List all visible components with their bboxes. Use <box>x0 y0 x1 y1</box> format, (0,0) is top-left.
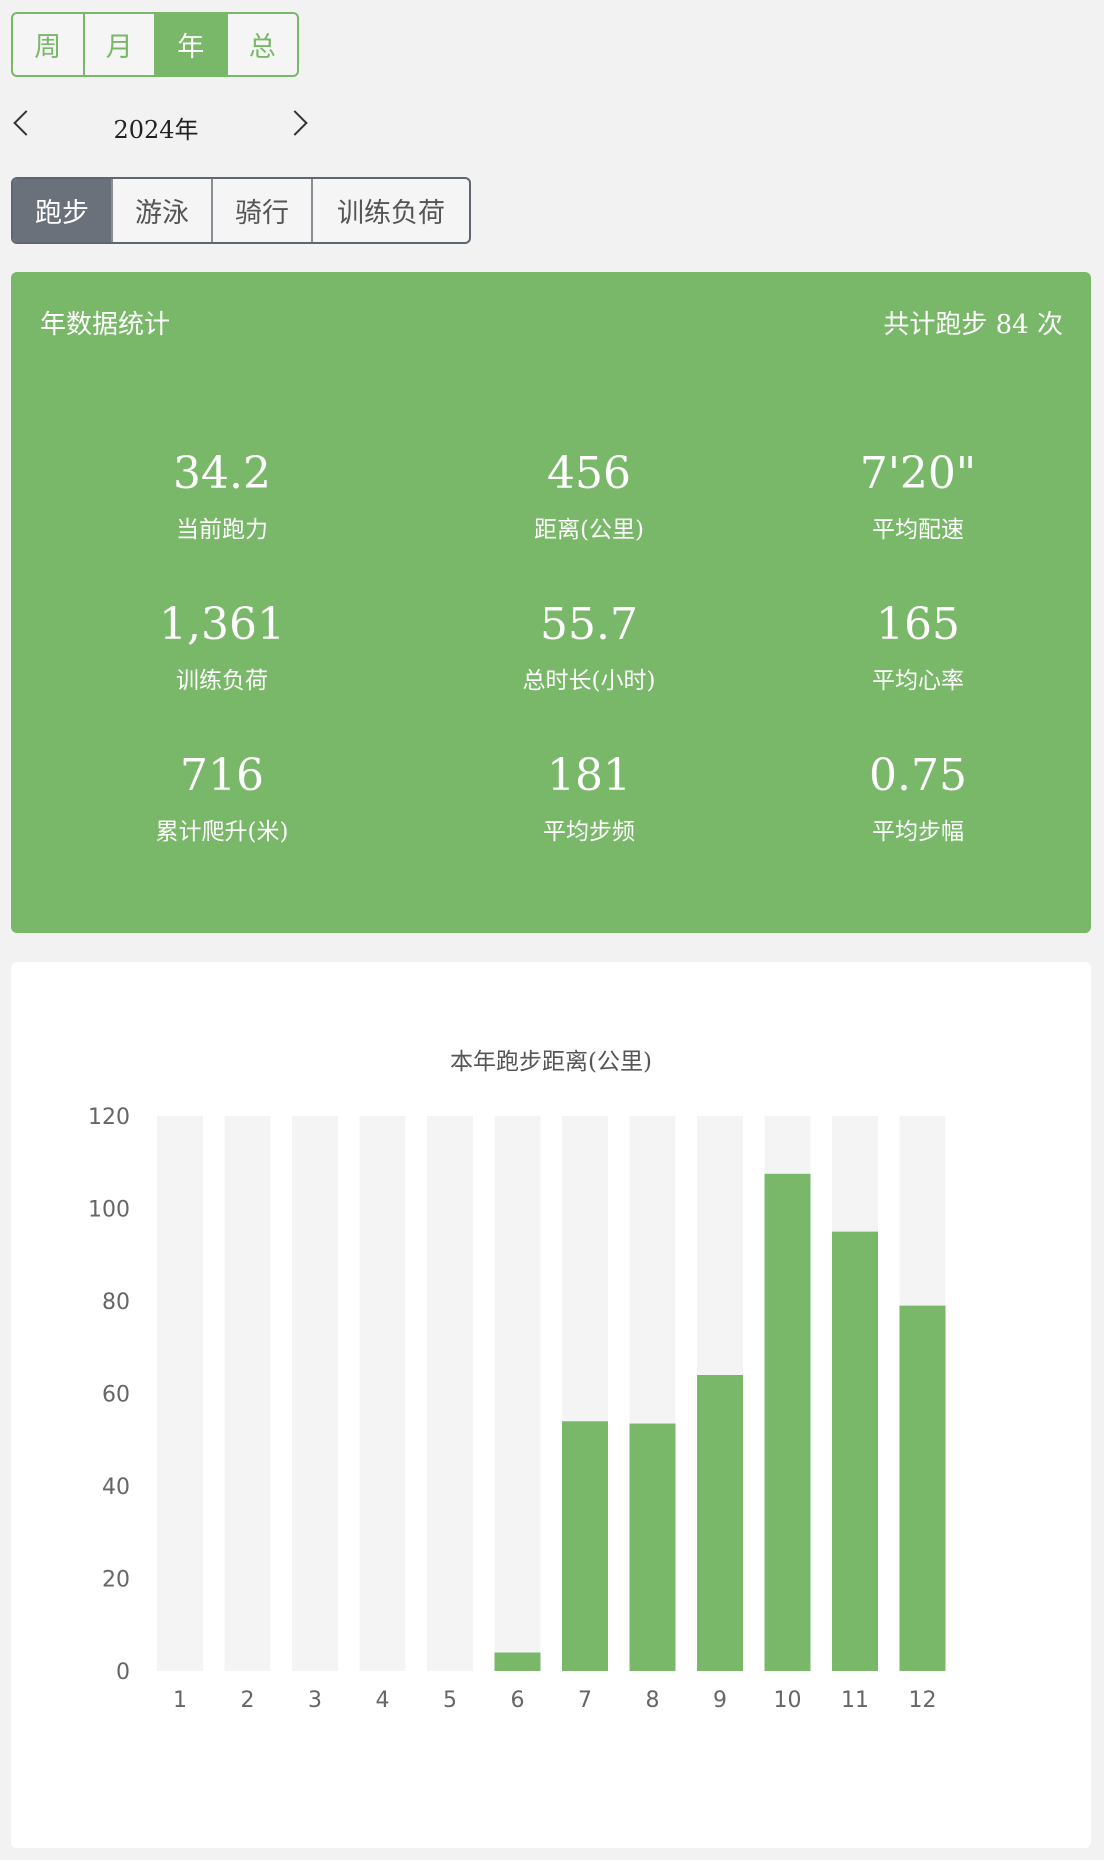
y-tick-label: 80 <box>102 1290 130 1315</box>
x-tick-label: 11 <box>841 1688 869 1713</box>
chevron-right-icon[interactable] <box>282 110 308 136</box>
chevron-left-icon[interactable] <box>13 110 39 136</box>
stats-card: 年数据统计 共计跑步 84 次 34.2 当前跑力 456 距离(公里) 7'20" 平均… <box>11 272 1091 933</box>
bar-month-12[interactable] <box>899 1305 946 1671</box>
sport-tab-2[interactable]: 骑行 <box>213 179 313 242</box>
bar-month-9[interactable] <box>697 1375 743 1671</box>
x-tick-label: 7 <box>578 1688 592 1713</box>
chart-title: 本年跑步距离(公里) <box>450 1049 652 1075</box>
stat-item: 456 距离(公里) <box>439 448 739 544</box>
bar-month-10[interactable] <box>764 1173 811 1671</box>
bar-track <box>224 1116 271 1671</box>
stat-label: 平均配速 <box>872 517 964 543</box>
x-tick-label: 9 <box>713 1688 727 1713</box>
y-tick-label: 40 <box>102 1475 130 1500</box>
sport-tab-1[interactable]: 游泳 <box>113 179 213 242</box>
stat-value: 716 <box>180 750 264 801</box>
period-tab-2[interactable]: 年 <box>156 14 228 75</box>
bar-month-11[interactable] <box>832 1231 878 1671</box>
bar-month-6[interactable] <box>494 1652 541 1672</box>
stat-value: 34.2 <box>173 448 271 499</box>
stat-value: 7'20" <box>859 448 977 499</box>
y-tick-label: 0 <box>116 1660 130 1685</box>
period-tabs: 周月年总 <box>11 12 299 77</box>
bar-track <box>427 1116 473 1671</box>
year-navigator: 2024年 <box>0 100 320 155</box>
stat-item: 55.7 总时长(小时) <box>439 599 739 695</box>
y-tick-label: 20 <box>102 1568 130 1593</box>
x-tick-label: 5 <box>443 1688 457 1713</box>
bar-track <box>292 1116 338 1671</box>
x-tick-label: 2 <box>241 1688 255 1713</box>
chart-card: 本年跑步距离(公里) 0 20 40 60 80 100 120 1 2 3 4 5 6 7 8 9 10 11 12 <box>11 962 1091 1848</box>
period-tab-0[interactable]: 周 <box>13 14 85 75</box>
stat-value: 181 <box>547 750 631 801</box>
x-tick-label: 8 <box>646 1688 660 1713</box>
stat-label: 距离(公里) <box>534 517 644 543</box>
stat-value: 456 <box>547 448 631 499</box>
stats-total-count: 共计跑步 84 次 <box>883 310 1063 340</box>
stat-label: 累计爬升(米) <box>155 819 289 845</box>
stat-value: 0.75 <box>869 750 967 801</box>
y-tick-label: 120 <box>88 1105 130 1130</box>
bar-track <box>157 1116 203 1671</box>
bar-track <box>359 1116 406 1671</box>
stat-label: 总时长(小时) <box>522 668 656 694</box>
stat-value: 165 <box>876 599 960 650</box>
stat-label: 平均心率 <box>872 668 964 694</box>
stat-item: 716 累计爬升(米) <box>72 750 372 846</box>
period-tab-3[interactable]: 总 <box>248 32 276 63</box>
y-tick-label: 60 <box>102 1383 130 1408</box>
stat-item: 1,361 训练负荷 <box>72 599 372 695</box>
x-tick-label: 4 <box>376 1688 390 1713</box>
sport-tab-0[interactable]: 跑步 <box>13 179 113 242</box>
x-tick-label: 10 <box>774 1688 802 1713</box>
y-tick-label: 100 <box>88 1198 130 1223</box>
sport-tab-3[interactable]: 训练负荷 <box>337 198 445 229</box>
year-label: 2024年 <box>113 116 199 144</box>
stat-label: 平均步频 <box>543 819 635 845</box>
x-tick-label: 12 <box>909 1688 937 1713</box>
period-tab-1[interactable]: 月 <box>85 14 156 75</box>
stat-label: 当前跑力 <box>176 517 268 543</box>
stats-title: 年数据统计 <box>40 310 171 340</box>
stat-item: 165 平均心率 <box>768 599 1068 695</box>
x-tick-label: 1 <box>173 1688 187 1713</box>
sport-tabs: 跑步 游泳 骑行 训练负荷 <box>11 177 471 244</box>
stat-item: 34.2 当前跑力 <box>72 448 372 544</box>
x-tick-label: 3 <box>308 1688 322 1713</box>
bar-month-8[interactable] <box>629 1423 676 1671</box>
stat-value: 1,361 <box>159 599 285 650</box>
stat-item: 181 平均步频 <box>439 750 739 846</box>
stat-label: 平均步幅 <box>872 819 964 845</box>
x-tick-label: 6 <box>511 1688 525 1713</box>
stat-label: 训练负荷 <box>176 668 268 694</box>
bar-month-7[interactable] <box>562 1421 608 1671</box>
stat-item: 0.75 平均步幅 <box>768 750 1068 846</box>
stat-item: 7'20" 平均配速 <box>768 448 1068 544</box>
bar-track <box>494 1116 541 1671</box>
stat-value: 55.7 <box>540 599 638 650</box>
